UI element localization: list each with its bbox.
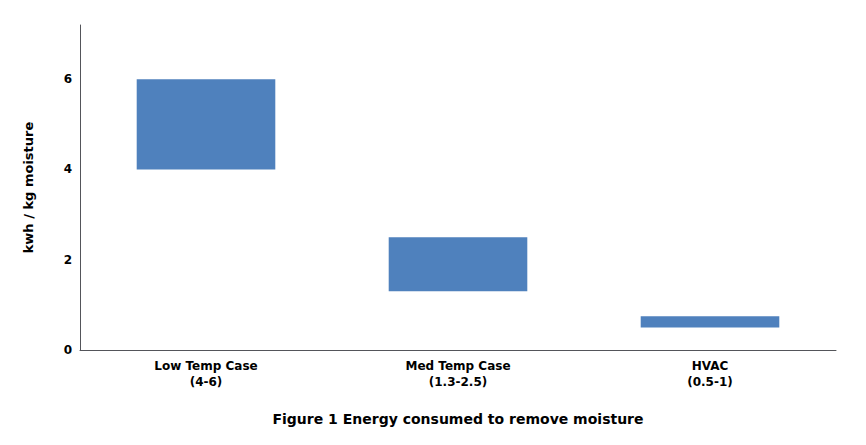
svg-text:kwh / kg moisture: kwh / kg moisture bbox=[21, 122, 36, 254]
svg-text:0: 0 bbox=[64, 343, 72, 357]
svg-text:(0.5-1): (0.5-1) bbox=[687, 375, 733, 389]
svg-text:(1.3-2.5): (1.3-2.5) bbox=[429, 375, 487, 389]
svg-text:HVAC: HVAC bbox=[692, 359, 729, 373]
svg-text:4: 4 bbox=[64, 162, 72, 176]
svg-text:Med Temp Case: Med Temp Case bbox=[405, 359, 510, 373]
svg-text:(4-6): (4-6) bbox=[190, 375, 223, 389]
svg-text:Low Temp Case: Low Temp Case bbox=[154, 359, 257, 373]
svg-text:2: 2 bbox=[64, 253, 72, 267]
svg-text:6: 6 bbox=[64, 72, 72, 86]
svg-text:Figure 1 Energy consumed to re: Figure 1 Energy consumed to remove moist… bbox=[272, 411, 643, 427]
